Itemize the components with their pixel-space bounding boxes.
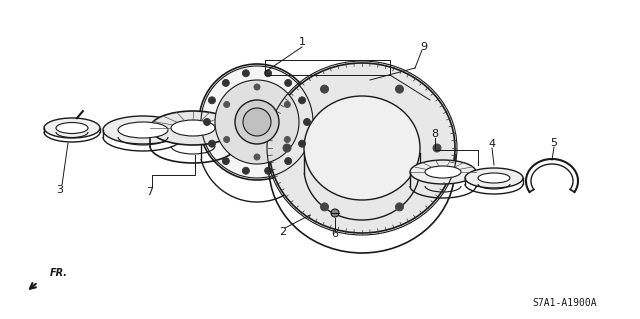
Circle shape: [283, 144, 291, 152]
Text: 9: 9: [420, 42, 428, 52]
Text: 1: 1: [298, 37, 305, 47]
Circle shape: [224, 137, 230, 143]
Ellipse shape: [56, 122, 88, 133]
Circle shape: [209, 140, 216, 147]
Ellipse shape: [243, 108, 271, 136]
Circle shape: [224, 101, 230, 108]
Circle shape: [321, 203, 328, 211]
Ellipse shape: [235, 100, 279, 144]
Circle shape: [396, 203, 403, 211]
Text: FR.: FR.: [50, 268, 68, 278]
Text: 5: 5: [550, 138, 557, 148]
Circle shape: [303, 118, 310, 125]
Circle shape: [254, 84, 260, 90]
Text: 6: 6: [332, 229, 339, 239]
Circle shape: [243, 167, 250, 174]
Circle shape: [298, 140, 305, 147]
Circle shape: [209, 97, 216, 104]
Ellipse shape: [269, 63, 455, 233]
Circle shape: [222, 79, 229, 86]
Ellipse shape: [304, 96, 420, 200]
Ellipse shape: [118, 122, 168, 138]
Ellipse shape: [150, 111, 236, 145]
Ellipse shape: [103, 116, 183, 144]
Text: S7A1-A1900A: S7A1-A1900A: [532, 298, 597, 308]
Ellipse shape: [478, 173, 510, 183]
Circle shape: [285, 158, 292, 165]
Circle shape: [331, 209, 339, 217]
Circle shape: [264, 70, 271, 77]
Circle shape: [285, 79, 292, 86]
Ellipse shape: [171, 120, 215, 136]
Ellipse shape: [465, 168, 523, 188]
Text: 3: 3: [56, 185, 63, 195]
Text: 4: 4: [488, 139, 495, 149]
Circle shape: [321, 85, 328, 93]
Circle shape: [284, 137, 291, 143]
Circle shape: [204, 118, 211, 125]
Circle shape: [396, 85, 403, 93]
Circle shape: [254, 154, 260, 160]
Circle shape: [264, 167, 271, 174]
Circle shape: [298, 97, 305, 104]
Circle shape: [433, 144, 441, 152]
Text: 2: 2: [280, 227, 287, 237]
Text: 8: 8: [431, 129, 438, 139]
Circle shape: [284, 101, 291, 108]
Ellipse shape: [410, 160, 476, 184]
Ellipse shape: [199, 64, 315, 180]
Text: 7: 7: [147, 187, 154, 197]
Circle shape: [222, 158, 229, 165]
Ellipse shape: [215, 80, 299, 164]
Ellipse shape: [425, 166, 461, 178]
Ellipse shape: [44, 118, 100, 138]
Circle shape: [243, 70, 250, 77]
